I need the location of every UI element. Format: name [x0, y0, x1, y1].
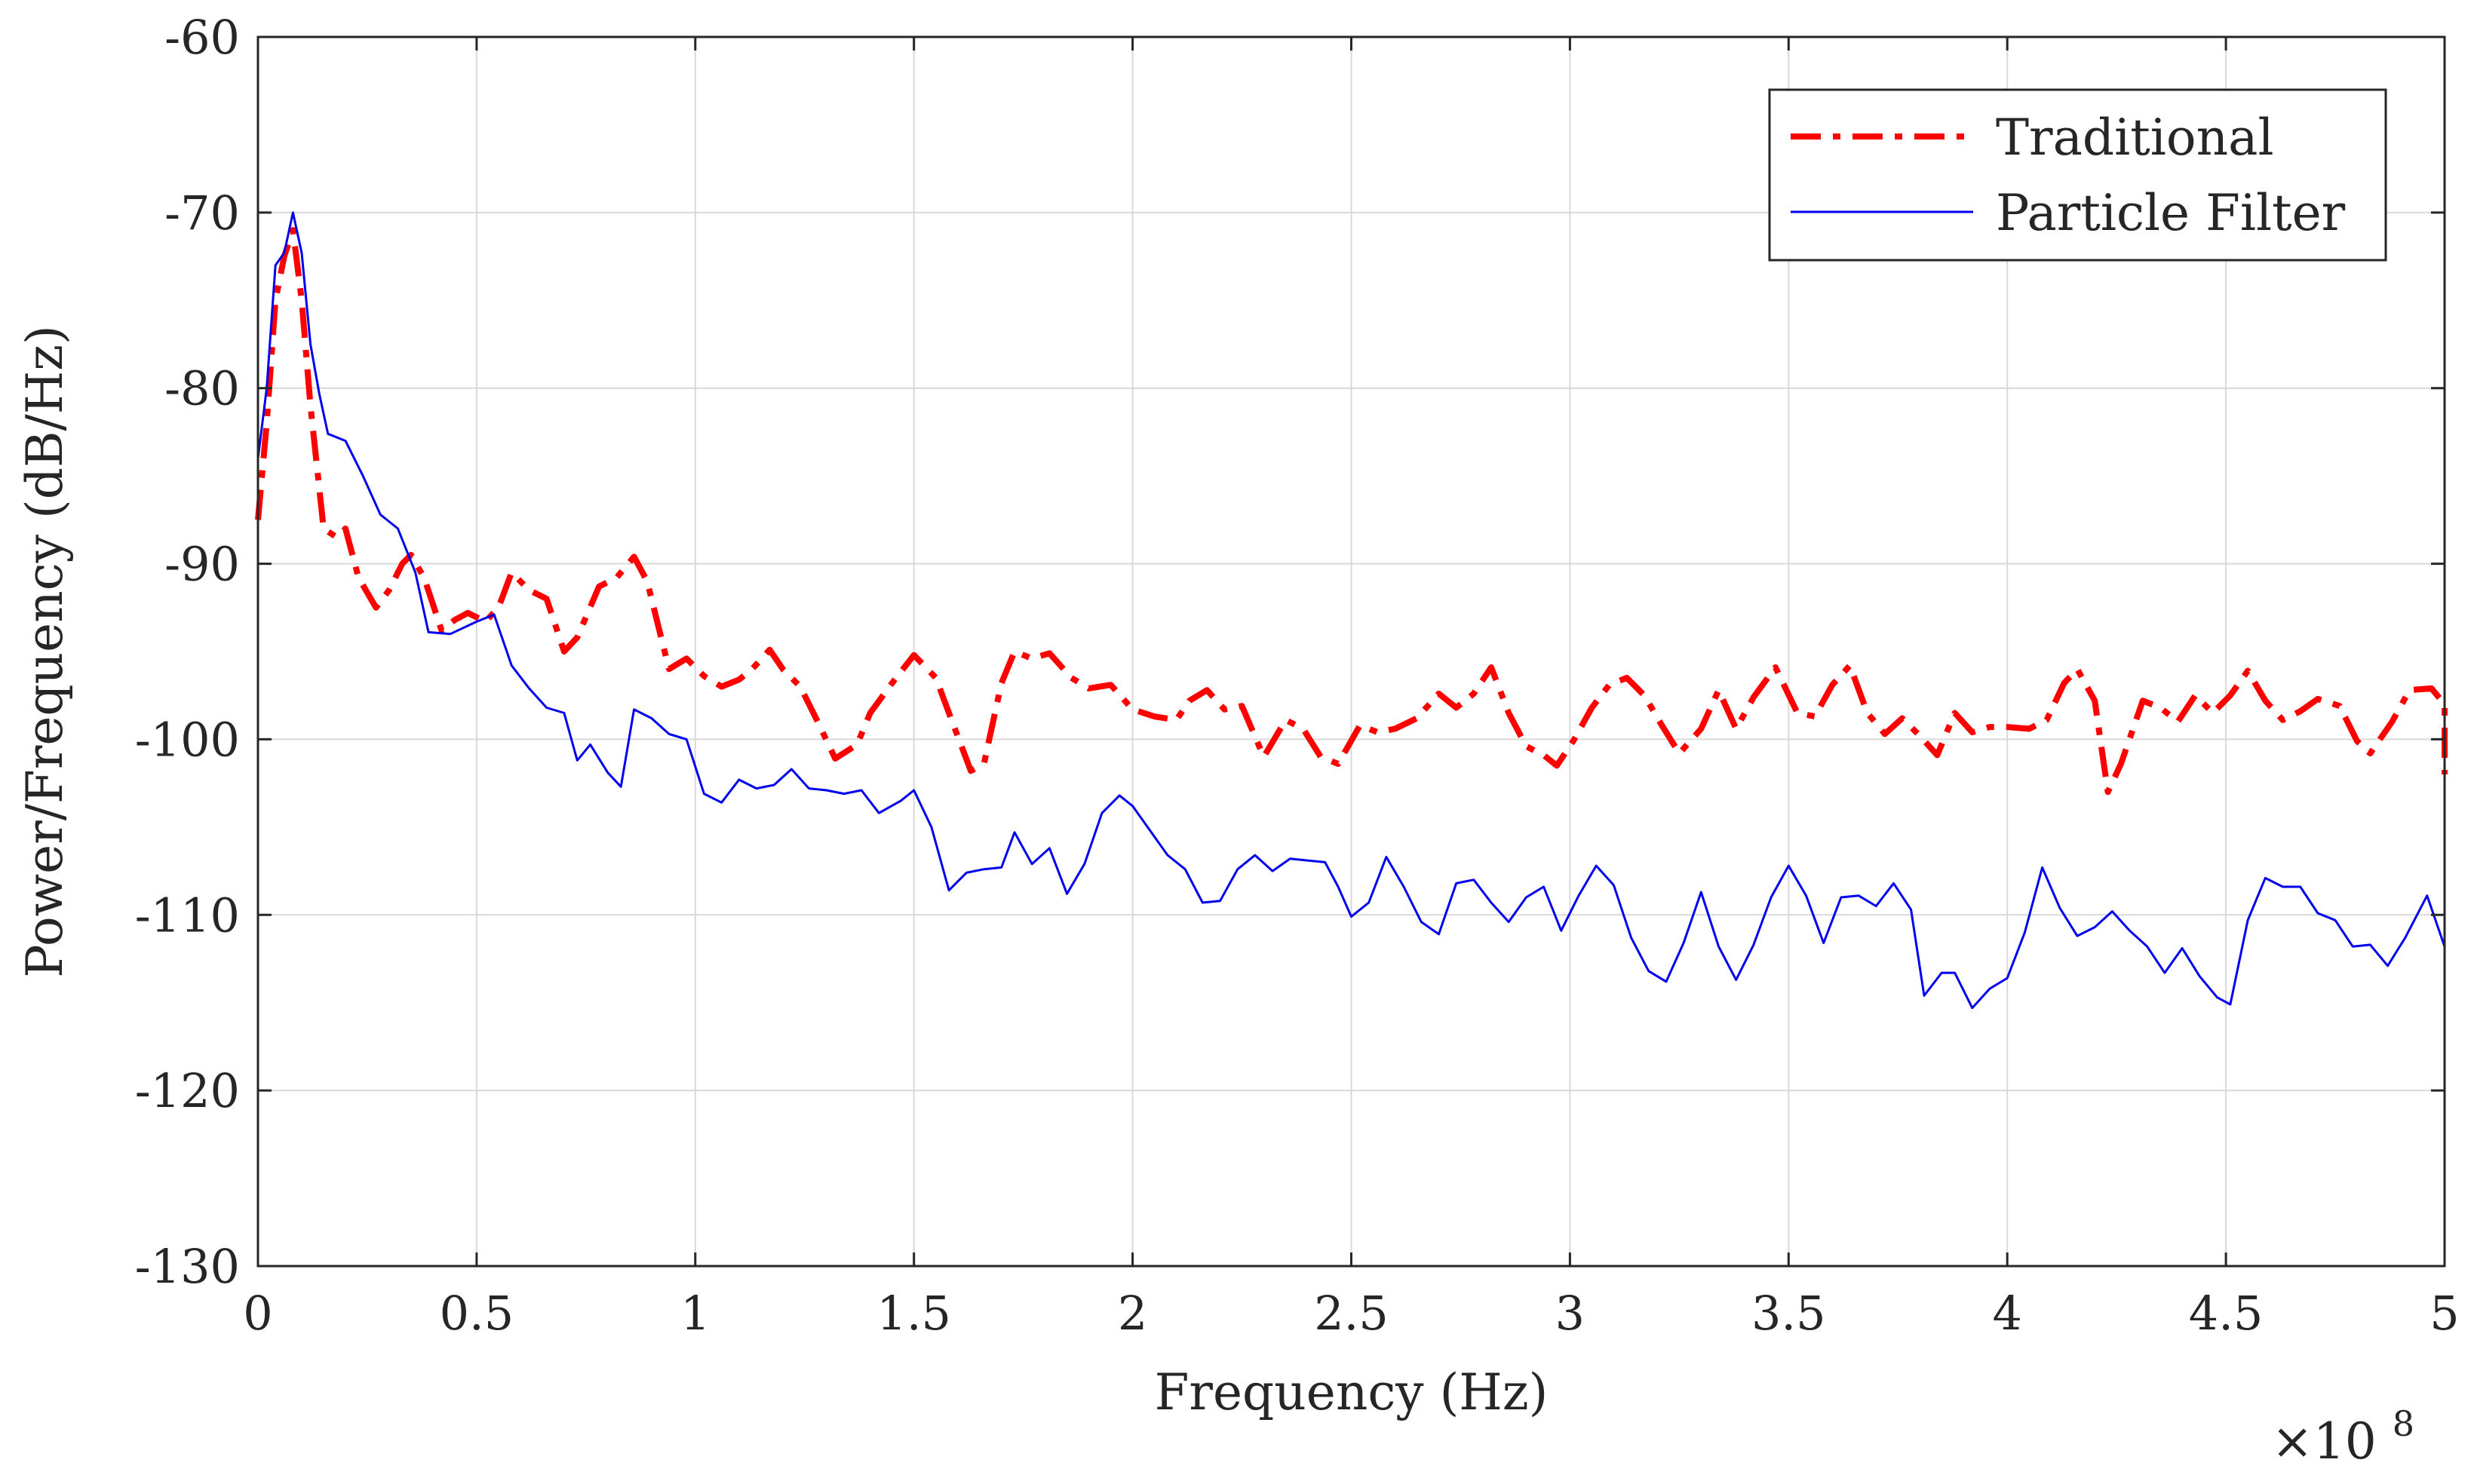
x-tick-label: 4.5	[2189, 1286, 2264, 1341]
x-tick-label: 3.5	[1751, 1286, 1826, 1341]
x-axis-multiplier-base: ×10	[2271, 1412, 2376, 1470]
y-tick-label: -90	[164, 537, 240, 592]
legend-box	[1768, 88, 2387, 262]
x-tick-label: 0	[243, 1286, 272, 1341]
x-tick-label: 2	[1118, 1286, 1147, 1341]
y-tick-label: -80	[164, 361, 240, 416]
x-tick-label: 3	[1555, 1286, 1585, 1341]
y-tick-label: -120	[135, 1063, 240, 1118]
x-axis-multiplier: ×10 8	[2271, 1403, 2414, 1470]
y-axis-label: Power/Frequency (dB/Hz)	[16, 325, 74, 978]
x-tick-label: 1.5	[876, 1286, 951, 1341]
y-tick-label: -100	[135, 712, 240, 767]
series-line-traditional	[255, 227, 2448, 796]
x-axis-multiplier-exponent: 8	[2393, 1403, 2414, 1444]
y-tick-label: -110	[135, 888, 240, 943]
x-tick-label: 1	[680, 1286, 710, 1341]
y-tick-label: -130	[135, 1239, 240, 1294]
y-tick-label: -60	[164, 10, 240, 65]
tick-layer: 0 0.5 1 1.5 2 2.5 3 3.5 4 4.5 5 -60 -70 -80 -90 -100 -11…	[135, 10, 2460, 1341]
legend: Traditional Particle Filter	[1768, 88, 2387, 262]
series-line-particle-filter	[256, 211, 2446, 1123]
x-tick-label: 5	[2429, 1286, 2459, 1341]
x-axis-label: Frequency (Hz)	[1155, 1363, 1549, 1421]
legend-label-traditional: Traditional	[1996, 109, 2274, 167]
y-tick-label: -70	[164, 186, 240, 241]
legend-label-particle-filter: Particle Filter	[1996, 184, 2346, 242]
x-tick-label: 2.5	[1314, 1286, 1389, 1341]
x-tick-label: 0.5	[440, 1286, 514, 1341]
x-tick-label: 4	[1992, 1286, 2021, 1341]
series-layer	[255, 211, 2448, 1123]
